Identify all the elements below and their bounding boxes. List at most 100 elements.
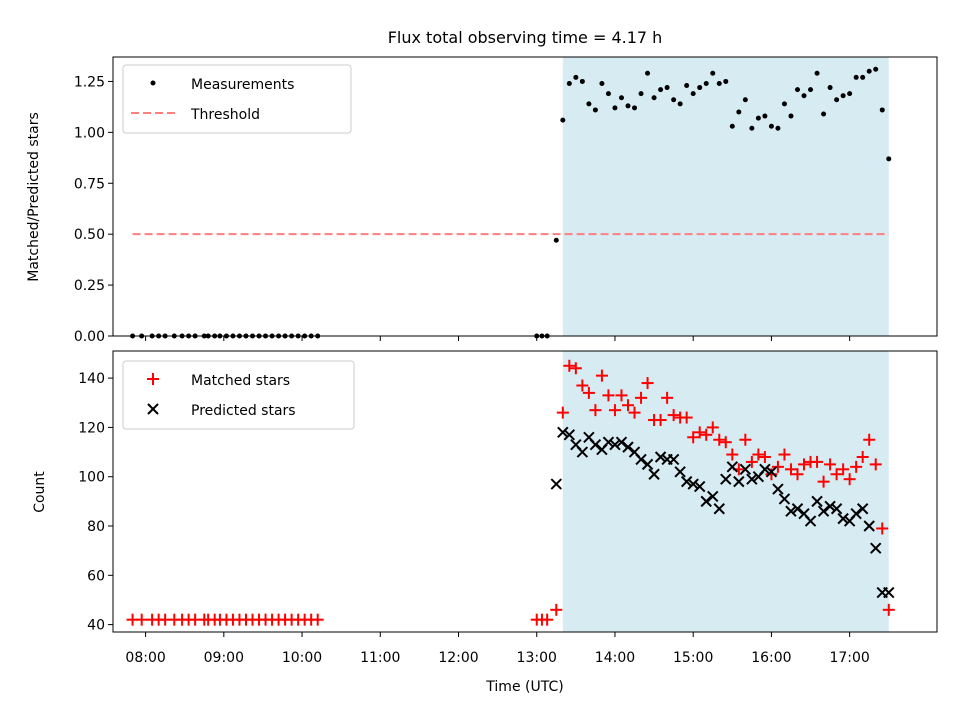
matched-star-point	[602, 389, 615, 402]
measurement-point	[553, 237, 559, 243]
star-count-y-tick-label: 60	[87, 568, 105, 584]
star-count-y-tick-label: 80	[87, 519, 105, 535]
measurement-point	[834, 97, 840, 103]
predicted-star-point	[733, 475, 745, 488]
matched-star-point	[661, 391, 674, 404]
predicted-star-point	[772, 483, 784, 495]
x-tick-label: 14:00	[595, 650, 635, 666]
matched-star-point	[311, 613, 324, 626]
predicted-star-point	[687, 478, 699, 490]
matched-star-point	[778, 448, 791, 461]
measurement-point	[566, 80, 572, 86]
measurement-point	[671, 97, 677, 103]
matched-star-point	[641, 377, 654, 390]
predicted-star-point-b	[739, 463, 752, 476]
matched-star-point	[563, 359, 576, 372]
predicted-star-point-b	[648, 468, 660, 480]
star-count-y-label: Count	[32, 471, 48, 513]
matched-star-point	[837, 463, 850, 476]
x-tick-label: 08:00	[125, 650, 165, 666]
matched-star-point	[876, 522, 889, 535]
matched-star-point	[791, 468, 804, 481]
predicted-star-point	[609, 438, 621, 451]
measurement-point	[788, 113, 794, 119]
matched-star-point	[824, 458, 837, 471]
predicted-star-point-b	[707, 490, 719, 503]
star-count-shaded-band	[562, 351, 889, 632]
matched-star-point	[843, 473, 856, 486]
predicted-star-point	[759, 463, 771, 476]
predicted-star-point	[883, 586, 895, 599]
measurement-point	[736, 109, 742, 115]
measurement-point	[853, 74, 859, 80]
matched-star-point	[576, 379, 589, 392]
matched-star-point	[771, 460, 784, 473]
matched-star-point	[856, 450, 869, 463]
predicted-star-point	[602, 436, 615, 448]
legend-measurements-label: Measurements	[191, 77, 294, 93]
predicted-star-point	[830, 503, 843, 515]
predicted-star-point-b	[863, 520, 875, 532]
predicted-star-point-b	[798, 507, 810, 520]
predicted-star-point-b	[870, 542, 882, 554]
matched-star-point	[830, 468, 843, 481]
measurement-point	[775, 125, 781, 131]
measurement-point	[801, 93, 807, 99]
x-tick-label: 09:00	[204, 650, 244, 666]
flux-ratio-y-tick-label: 0.25	[74, 278, 105, 294]
predicted-star-point	[563, 429, 576, 441]
predicted-star-point	[622, 441, 634, 453]
flux-ratio-panel: 0.00 0.25 0.50 0.75 1.00 1.25 Matched/Predict…	[26, 56, 938, 345]
predicted-star-point-b	[622, 441, 634, 453]
matched-star-point	[700, 428, 713, 441]
measurement-point	[886, 156, 892, 162]
matched-star-point	[726, 448, 739, 461]
predicted-star-point	[615, 436, 628, 448]
predicted-star-point-b	[811, 495, 823, 508]
legend-measurements-marker	[150, 80, 156, 86]
predicted-star-point-b	[700, 495, 712, 508]
predicted-star-point	[726, 461, 739, 473]
flux-ratio-y-tick-label: 1.25	[74, 74, 105, 90]
predicted-star-point-b	[713, 503, 725, 515]
matched-star-point	[687, 431, 700, 444]
measurement-point	[638, 91, 644, 97]
predicted-star-point	[654, 451, 667, 463]
x-tick-label: 12:00	[438, 650, 478, 666]
matched-star-point	[628, 406, 641, 419]
predicted-star-point-b	[609, 438, 621, 451]
predicted-star-point	[856, 503, 869, 515]
predicted-star-point	[804, 515, 817, 527]
predicted-star-point-b	[641, 458, 654, 471]
predicted-star-point-b	[589, 438, 602, 451]
star-count-plot-frame	[112, 350, 938, 633]
flux-ratio-y-axis: 0.00 0.25 0.50 0.75 1.00 1.25	[74, 74, 113, 345]
measurement-point	[814, 70, 820, 76]
predicted-star-point-b	[628, 446, 641, 458]
measurement-point	[703, 80, 709, 86]
matched-star-point	[582, 386, 595, 399]
predicted-star-point	[824, 500, 836, 512]
measurement-point	[612, 105, 618, 111]
measurement-point	[697, 85, 703, 91]
x-tick-label: 15:00	[673, 650, 713, 666]
measurement-point	[860, 74, 866, 80]
measurement-point	[690, 91, 696, 97]
flux-ratio-shaded-band	[562, 57, 889, 336]
measurement-point	[866, 68, 872, 74]
predicted-star-point	[746, 473, 758, 485]
predicted-star-point-b	[733, 475, 745, 488]
flux-ratio-y-tick-label: 0.50	[74, 227, 105, 243]
measurement-point	[762, 113, 768, 119]
measurement-point	[873, 66, 879, 72]
flux-ratio-y-label: Matched/Predicted stars	[26, 112, 42, 282]
measurement-point	[716, 80, 722, 86]
matched-star-point	[706, 421, 719, 434]
measurement-point	[742, 97, 748, 103]
predicted-star-point-b	[765, 466, 778, 478]
measurement-point	[808, 87, 814, 93]
matched-star-point	[667, 409, 680, 422]
measurement-point	[749, 125, 755, 131]
measurement-point	[618, 95, 624, 101]
